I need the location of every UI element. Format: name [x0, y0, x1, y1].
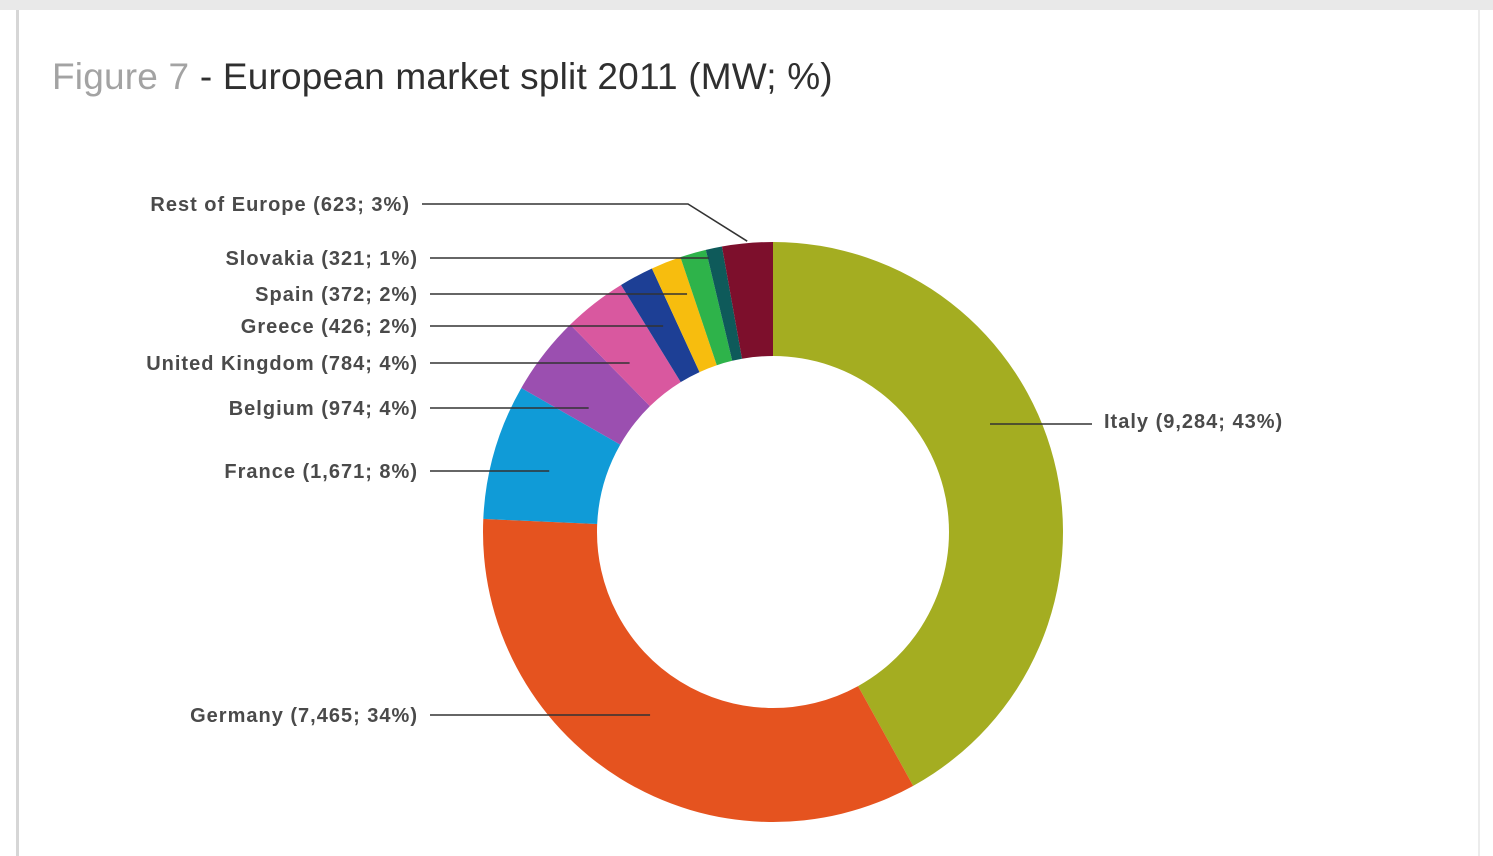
- frame-right-border: [1478, 10, 1480, 856]
- slice-rest-of-europe: [721, 242, 773, 359]
- slice-belgium: [521, 324, 650, 445]
- donut-slices: [483, 242, 1064, 822]
- slice-labels: Italy (9,284; 43%) Germany (7,465; 34%) Fr…: [146, 194, 1283, 727]
- leader-lines: [422, 203, 1092, 716]
- label-spain: Spain (372; 2%): [255, 284, 418, 306]
- label-slovakia: Slovakia (321; 1%): [225, 248, 418, 270]
- slice-united-kingdom: [570, 285, 681, 407]
- label-united-kingdom: United Kingdom (784; 4%): [146, 353, 418, 375]
- figure-caption: - European market split 2011 (MW; %): [199, 56, 833, 97]
- frame-top-border: [0, 0, 1493, 10]
- frame-left-border: [16, 10, 19, 856]
- label-greece: Greece (426; 2%): [241, 316, 418, 338]
- label-belgium: Belgium (974; 4%): [229, 398, 418, 420]
- slice-spain: [651, 257, 717, 373]
- label-germany: Germany (7,465; 34%): [190, 705, 418, 727]
- label-rest-of-europe: Rest of Europe (623; 3%): [150, 194, 410, 216]
- slice-germany: [483, 518, 914, 822]
- slice-italy: [773, 242, 1064, 786]
- label-italy: Italy (9,284; 43%): [1104, 411, 1283, 433]
- label-france: France (1,671; 8%): [224, 461, 418, 483]
- slice-france: [483, 387, 621, 525]
- chart-title: Figure 7 - European market split 2011 (M…: [52, 56, 833, 98]
- leader-line-rest-of-europe: [422, 203, 748, 242]
- slice-slovakia: [680, 249, 733, 366]
- slice-other: [705, 246, 743, 361]
- figure-number: Figure 7: [52, 56, 190, 97]
